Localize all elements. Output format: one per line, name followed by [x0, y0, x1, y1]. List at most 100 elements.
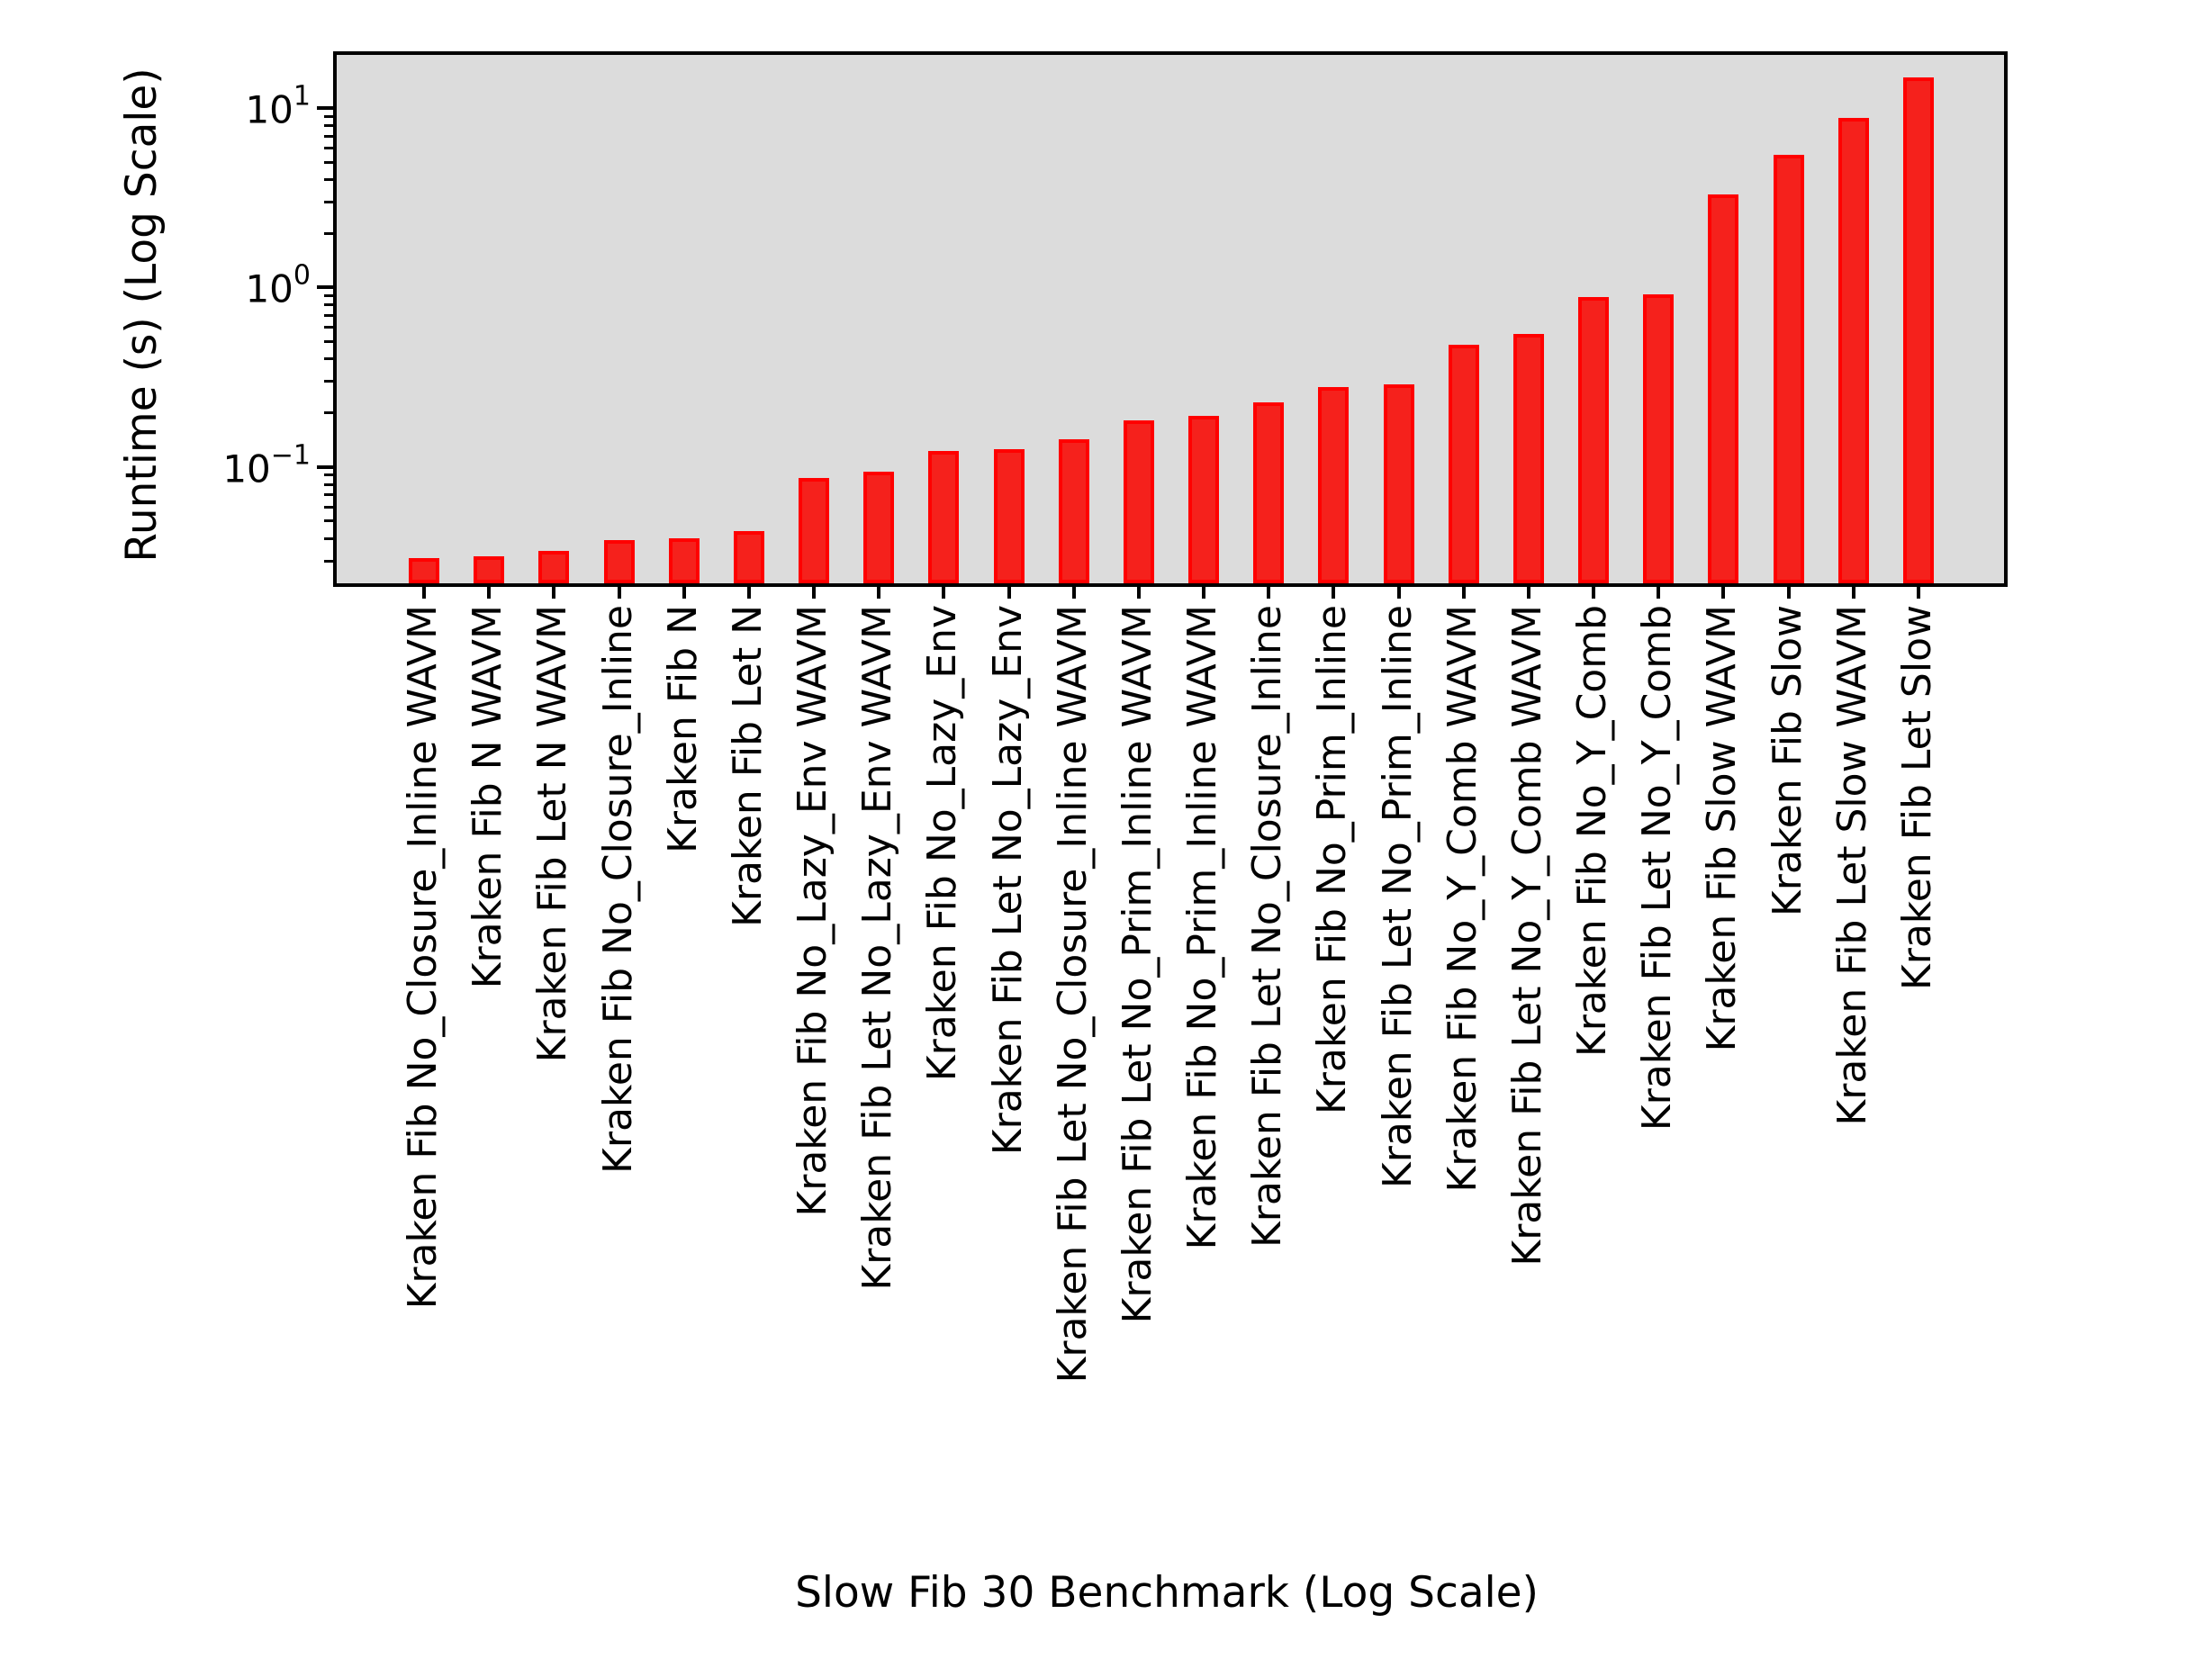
y-minor-tick-mark	[324, 357, 335, 361]
y-axis-label: Runtime (s) (Log Scale)	[117, 68, 167, 563]
x-tick-label: Kraken Fib No_Y_Comb WAVM	[1439, 605, 1485, 1193]
x-tick-label: Kraken Fib No_Lazy_Env	[919, 605, 966, 1082]
x-tick-mark	[1332, 583, 1336, 599]
x-tick-label: Kraken Fib Let No_Y_Comb	[1634, 605, 1681, 1132]
bar	[1578, 296, 1610, 583]
y-tick-label: 101	[245, 80, 311, 132]
y-minor-tick-mark	[324, 493, 335, 497]
bar	[1253, 401, 1285, 583]
y-minor-tick-mark	[324, 231, 335, 235]
x-tick-mark	[1267, 583, 1271, 599]
x-tick-label: Kraken Fib Let No_Prim_Inline WAVM	[1114, 605, 1160, 1324]
y-minor-tick-mark	[324, 200, 335, 203]
x-tick-mark	[1721, 583, 1726, 599]
x-tick-mark	[487, 583, 492, 599]
y-minor-tick-mark	[324, 482, 335, 486]
bar	[733, 530, 764, 583]
x-tick-label: Kraken Fib Slow WAVM	[1699, 605, 1746, 1052]
bar	[538, 551, 570, 583]
y-minor-tick-mark	[324, 123, 335, 127]
x-tick-mark	[617, 583, 621, 599]
x-tick-label: Kraken Fib Let No_Lazy_Env	[984, 605, 1031, 1156]
y-minor-tick-mark	[324, 160, 335, 164]
x-tick-label: Kraken Fib Slow	[1764, 605, 1810, 917]
bar	[409, 558, 439, 583]
x-tick-mark	[877, 583, 881, 599]
bar	[1058, 438, 1089, 583]
x-tick-label: Kraken Fib No_Closure_Inline	[594, 605, 641, 1174]
x-tick-label: Kraken Fib N	[659, 605, 706, 853]
x-tick-label: Kraken Fib No_Prim_Inline	[1309, 605, 1356, 1115]
bar	[799, 477, 830, 583]
y-tick-mark	[317, 285, 335, 290]
y-minor-tick-mark	[324, 313, 335, 317]
x-tick-label: Kraken Fib N WAVM	[465, 605, 511, 989]
bar	[1708, 194, 1739, 583]
y-minor-tick-mark	[324, 294, 335, 298]
bar	[668, 538, 700, 583]
x-tick-mark	[1916, 583, 1920, 599]
bar	[928, 450, 960, 583]
y-minor-tick-mark	[324, 177, 335, 181]
x-tick-mark	[1136, 583, 1141, 599]
x-tick-mark	[746, 583, 751, 599]
bar	[993, 448, 1025, 583]
x-tick-label: Kraken Fib No_Prim_Inline WAVM	[1179, 605, 1226, 1250]
plot-area	[333, 51, 2008, 587]
x-tick-mark	[422, 583, 426, 599]
x-tick-label: Kraken Fib No_Lazy_Env WAVM	[790, 605, 836, 1217]
x-tick-mark	[1786, 583, 1791, 599]
x-tick-label: Kraken Fib Let Slow	[1893, 605, 1940, 991]
bar	[1902, 77, 1934, 583]
y-minor-tick-mark	[324, 559, 335, 563]
y-minor-tick-mark	[324, 303, 335, 307]
x-axis-label: Slow Fib 30 Benchmark (Log Scale)	[795, 1568, 1539, 1618]
y-minor-tick-mark	[324, 519, 335, 523]
x-tick-label: Kraken Fib No_Closure_Inline WAVM	[400, 605, 446, 1310]
x-tick-mark	[1007, 583, 1011, 599]
bar	[1837, 118, 1869, 583]
x-tick-mark	[1071, 583, 1076, 599]
y-tick-label: 10−1	[222, 439, 311, 491]
x-tick-mark	[1526, 583, 1530, 599]
x-tick-mark	[942, 583, 946, 599]
y-minor-tick-mark	[324, 134, 335, 138]
bar	[1188, 415, 1220, 583]
bar	[1643, 293, 1675, 583]
x-tick-label: Kraken Fib Let No_Closure_Inline WAVM	[1049, 605, 1096, 1384]
y-minor-tick-mark	[324, 340, 335, 343]
y-tick-label: 100	[245, 259, 311, 311]
x-tick-label: Kraken Fib Let No_Lazy_Env WAVM	[854, 605, 901, 1291]
bar	[1383, 383, 1414, 583]
y-minor-tick-mark	[324, 146, 335, 149]
y-minor-tick-mark	[324, 380, 335, 383]
bar	[474, 555, 505, 583]
x-tick-label: Kraken Fib Let Slow WAVM	[1828, 605, 1875, 1126]
x-tick-mark	[1657, 583, 1661, 599]
y-minor-tick-mark	[324, 114, 335, 118]
x-tick-mark	[1202, 583, 1206, 599]
y-minor-tick-mark	[324, 411, 335, 415]
x-tick-mark	[1592, 583, 1596, 599]
y-minor-tick-mark	[324, 505, 335, 509]
x-tick-mark	[552, 583, 556, 599]
bar	[1773, 154, 1804, 583]
y-minor-tick-mark	[324, 536, 335, 540]
x-tick-label: Kraken Fib Let No_Prim_Inline	[1374, 605, 1421, 1189]
bar	[1318, 386, 1350, 583]
x-tick-mark	[682, 583, 686, 599]
x-tick-label: Kraken Fib Let No_Y_Comb WAVM	[1503, 605, 1550, 1267]
y-tick-mark	[317, 464, 335, 469]
y-minor-tick-mark	[324, 473, 335, 477]
y-minor-tick-mark	[324, 326, 335, 329]
x-tick-label: Kraken Fib No_Y_Comb	[1569, 605, 1616, 1058]
bar	[1123, 420, 1154, 583]
x-tick-mark	[1461, 583, 1466, 599]
x-tick-mark	[1396, 583, 1401, 599]
y-tick-mark	[317, 106, 335, 111]
x-tick-label: Kraken Fib Let No_Closure_Inline	[1244, 605, 1291, 1249]
x-tick-label: Kraken Fib Let N	[724, 605, 771, 927]
bar	[1512, 334, 1544, 583]
x-tick-label: Kraken Fib Let N WAVM	[529, 605, 576, 1063]
